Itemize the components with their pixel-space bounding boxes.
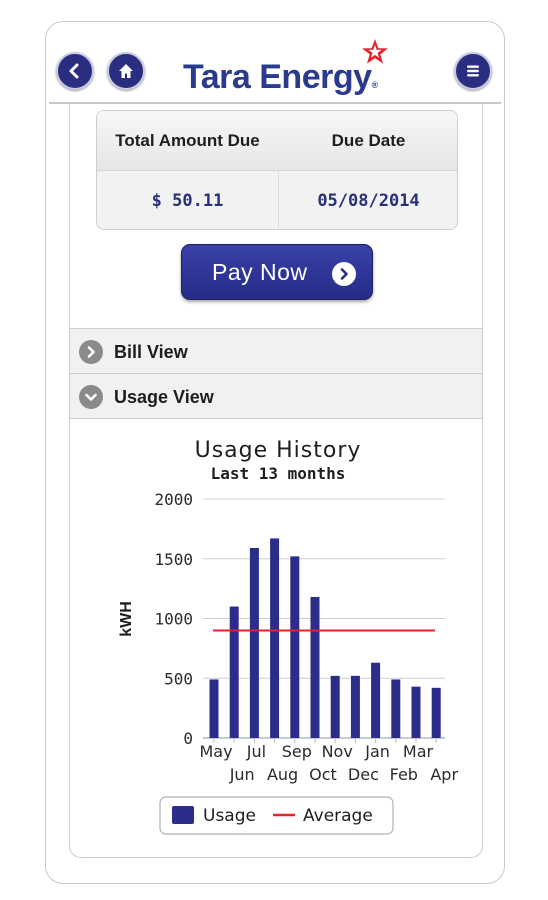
y-axis-label: kWH <box>118 601 135 637</box>
usage-bar <box>411 686 421 738</box>
chevron-left-icon <box>69 63 79 79</box>
usage-bar <box>350 675 360 738</box>
chart-title: Usage History <box>195 438 362 463</box>
x-tick-label: Jan <box>364 742 390 761</box>
x-tick-label: Apr <box>430 765 458 784</box>
column-divider <box>278 171 279 229</box>
star-icon <box>362 39 388 64</box>
brand-logo: Tara Energy® <box>183 39 393 98</box>
usage-bar <box>310 596 320 738</box>
usage-bar <box>371 662 381 738</box>
x-tick-label: Nov <box>322 742 353 761</box>
chevron-down-icon <box>79 385 103 409</box>
usage-bar <box>229 606 239 738</box>
bill-view-label: Bill View <box>114 342 188 362</box>
x-tick-label: Jun <box>229 765 255 784</box>
total-amount-due-label: Total Amount Due <box>115 131 260 150</box>
amount-due-header-row: Total Amount Due Due Date <box>97 111 457 171</box>
y-tick-label: 1000 <box>154 610 193 629</box>
logo-registered-mark: ® <box>371 80 379 90</box>
chevron-right-icon <box>332 262 356 286</box>
app-frame: Tara Energy® Total Amount Due Due Date $… <box>45 21 505 884</box>
home-icon <box>119 64 133 78</box>
x-tick-label: Mar <box>403 742 434 761</box>
amount-due-table: Total Amount Due Due Date $ 50.11 05/08/… <box>96 110 458 230</box>
usage-bar <box>290 556 300 738</box>
menu-icon <box>467 65 479 77</box>
amount-due-value-row: $ 50.11 05/08/2014 <box>97 171 457 229</box>
y-tick-label: 1500 <box>154 550 193 569</box>
x-tick-label: Aug <box>267 765 298 784</box>
usage-bar <box>249 547 259 738</box>
y-tick-label: 500 <box>164 669 193 688</box>
usage-bar <box>431 687 441 738</box>
header-divider <box>49 102 501 104</box>
y-tick-label: 2000 <box>154 490 193 509</box>
x-tick-label: Sep <box>282 742 312 761</box>
usage-bar <box>270 538 280 738</box>
home-button[interactable] <box>107 52 145 90</box>
x-tick-label: Jul <box>246 742 266 761</box>
pay-now-label: Pay Now <box>212 259 308 285</box>
usage-bar <box>391 679 401 738</box>
usage-bar <box>330 675 340 738</box>
menu-button[interactable] <box>454 52 492 90</box>
x-tick-label: Oct <box>309 765 337 784</box>
legend-usage-label: Usage <box>203 806 256 826</box>
due-date-value: 05/08/2014 <box>317 191 420 211</box>
total-amount-due-value: $ 50.11 <box>151 191 224 211</box>
bill-view-section[interactable]: Bill View <box>70 328 482 374</box>
due-date-label: Due Date <box>331 131 406 150</box>
usage-view-section[interactable]: Usage View <box>70 373 482 419</box>
y-tick-label: 0 <box>183 729 193 748</box>
logo-text: Tara Energy <box>183 58 372 96</box>
app-header: Tara Energy® <box>46 22 504 104</box>
legend-average-label: Average <box>303 806 373 826</box>
legend-usage-swatch <box>172 806 194 824</box>
usage-bar <box>209 679 219 738</box>
x-tick-label: Feb <box>390 765 418 784</box>
back-button[interactable] <box>56 52 94 90</box>
usage-view-label: Usage View <box>114 387 214 407</box>
pay-now-button[interactable]: Pay Now <box>181 244 373 300</box>
x-tick-label: Dec <box>348 765 379 784</box>
chart-subtitle: Last 13 months <box>211 464 346 483</box>
chevron-right-icon <box>79 340 103 364</box>
x-tick-label: May <box>199 742 232 761</box>
